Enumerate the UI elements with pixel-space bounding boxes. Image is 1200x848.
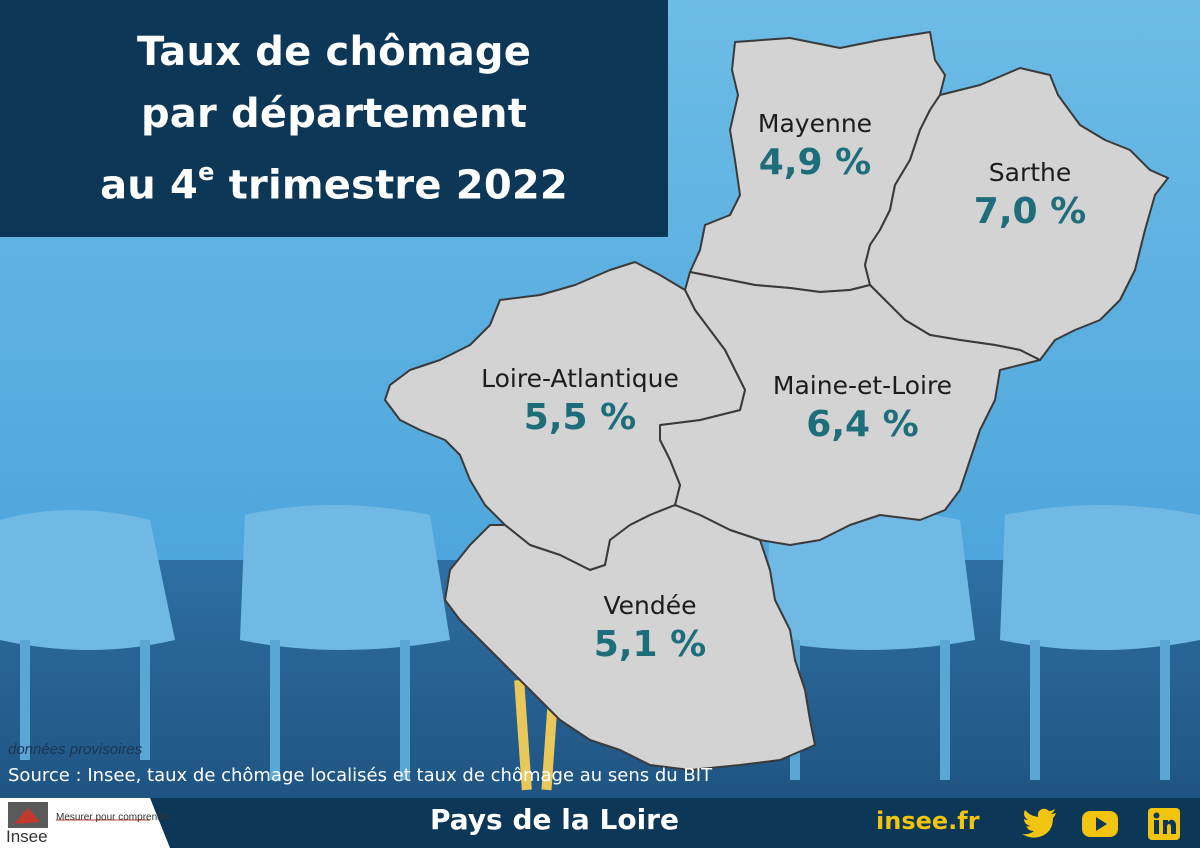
linkedin-icon[interactable] <box>1144 806 1184 842</box>
insee-link[interactable]: insee.fr <box>876 807 980 835</box>
dept-mayenne: Mayenne 4,9 % <box>740 108 890 186</box>
insee-logo-text: Insee <box>6 827 48 846</box>
title-line-3-suffix: trimestre 2022 <box>214 162 568 209</box>
footer-bar <box>0 798 1200 848</box>
dept-name: Vendée <box>603 591 697 620</box>
title-line-3-sup: e <box>198 157 215 186</box>
title-box: Taux de chômage par département au 4e tr… <box>0 0 668 237</box>
insee-tagline: Mesurer pour comprendre <box>56 812 172 823</box>
dept-rate: 5,5 % <box>523 397 637 438</box>
dept-sarthe: Sarthe 7,0 % <box>955 157 1105 235</box>
dept-name: Sarthe <box>988 158 1072 187</box>
region-name: Pays de la Loire <box>430 803 679 836</box>
title-line-1: Taux de chômage <box>136 28 532 75</box>
dept-rate: 6,4 % <box>806 404 919 445</box>
dept-vendee: Vendée 5,1 % <box>570 590 730 668</box>
dept-rate: 7,0 % <box>973 191 1087 232</box>
title-line-3-prefix: au 4 <box>100 162 199 209</box>
region-map <box>384 31 1169 771</box>
source-note: Source : Insee, taux de chômage localisé… <box>8 765 713 786</box>
youtube-icon[interactable] <box>1080 806 1120 842</box>
insee-logo-icon <box>8 798 178 848</box>
chair-center-left <box>240 505 450 780</box>
dept-maine-et-loire: Maine-et-Loire 6,4 % <box>745 370 980 448</box>
title-line-2: par département <box>140 90 528 137</box>
dept-rate: 4,9 % <box>758 142 872 183</box>
dept-rate: 5,1 % <box>593 624 707 665</box>
map-vendee <box>444 504 816 771</box>
chair-left <box>0 510 175 760</box>
chair-right <box>1000 505 1200 780</box>
dept-loire-atlantique: Loire-Atlantique 5,5 % <box>460 363 700 441</box>
dept-name: Maine-et-Loire <box>772 371 953 400</box>
map-sarthe <box>864 67 1169 361</box>
dept-name: Loire-Atlantique <box>481 364 679 393</box>
twitter-icon[interactable] <box>1020 806 1060 842</box>
insee-logo-panel <box>0 798 178 848</box>
title-line-3: au 4e trimestre 2022 <box>100 145 568 216</box>
dept-name: Mayenne <box>757 109 873 138</box>
footnote: données provisoires <box>8 741 143 758</box>
